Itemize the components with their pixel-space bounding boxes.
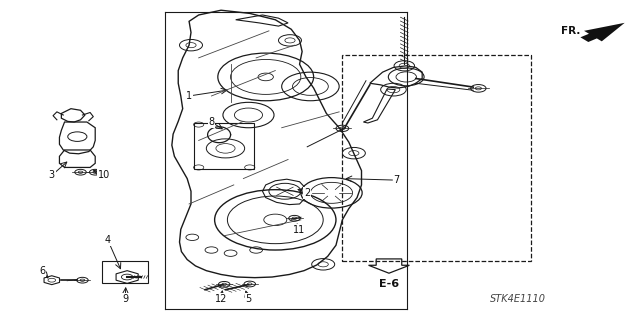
- Text: 6: 6: [39, 266, 45, 276]
- Bar: [342, 55, 531, 261]
- Text: 1: 1: [186, 91, 192, 101]
- Text: STK4E1110: STK4E1110: [490, 293, 546, 304]
- Text: 9: 9: [122, 294, 128, 304]
- Text: 5: 5: [245, 294, 252, 304]
- Text: 8: 8: [209, 117, 214, 127]
- Text: 12: 12: [215, 294, 227, 304]
- Text: 7: 7: [394, 175, 400, 185]
- Text: 11: 11: [293, 225, 306, 235]
- Polygon shape: [580, 23, 625, 42]
- Text: 3: 3: [49, 170, 55, 180]
- Text: E-6: E-6: [379, 279, 399, 289]
- Bar: [193, 123, 254, 169]
- Text: 10: 10: [98, 170, 110, 180]
- Text: 2: 2: [304, 188, 310, 198]
- Text: FR.: FR.: [561, 26, 580, 36]
- Bar: [102, 261, 148, 283]
- Text: 4: 4: [105, 235, 111, 246]
